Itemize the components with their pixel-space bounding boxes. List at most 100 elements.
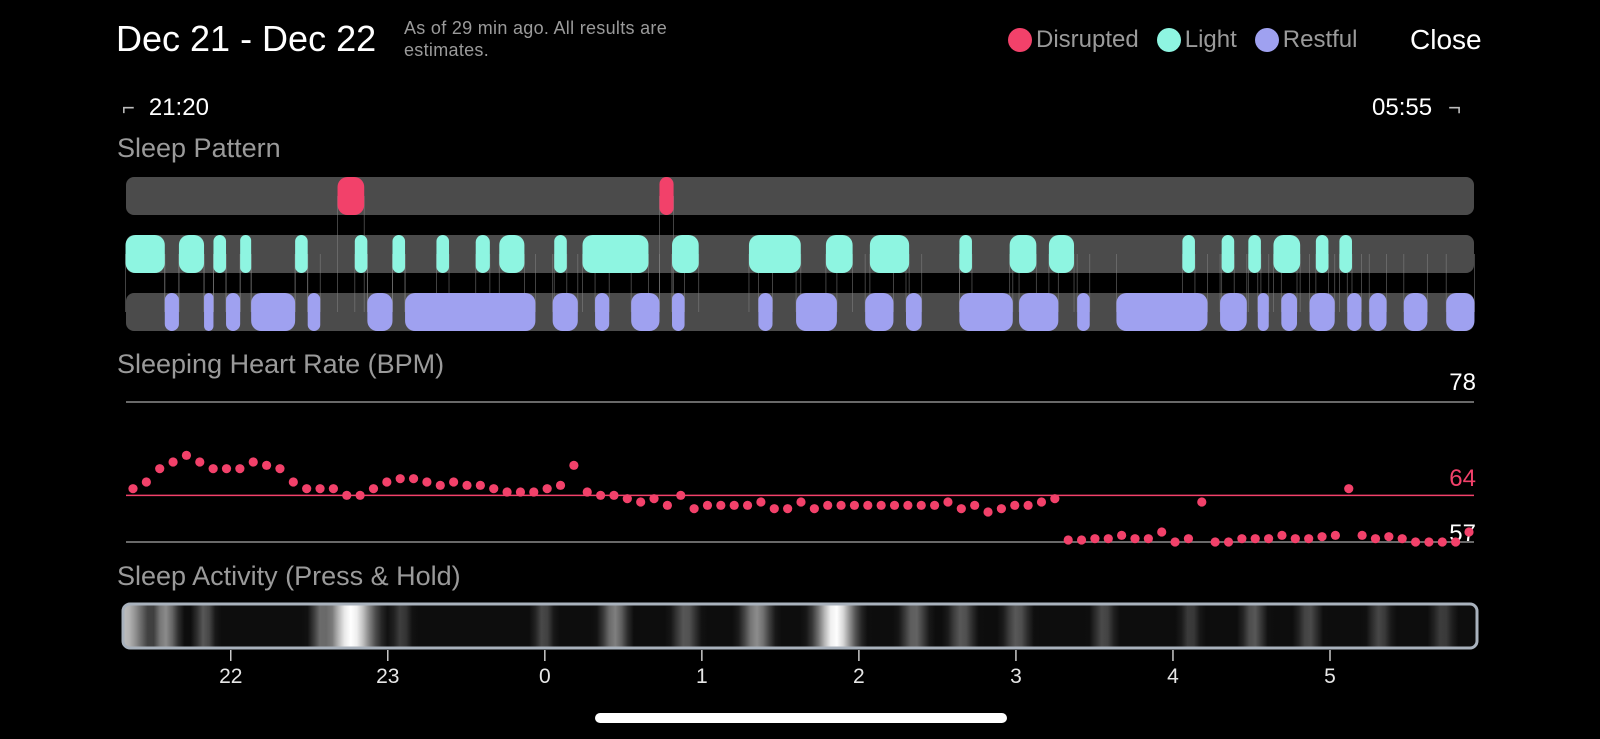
heart-rate-point <box>262 460 272 470</box>
heart-rate-point <box>876 500 886 510</box>
heart-rate-point <box>355 490 365 500</box>
heart-rate-point <box>916 500 926 510</box>
light-segment <box>1009 235 1037 273</box>
light-segment <box>1315 235 1329 273</box>
heart-rate-point <box>368 484 379 494</box>
heart-rate-point <box>1290 534 1300 544</box>
axis-tick-label: 0 <box>539 665 551 688</box>
restful-segment <box>631 293 660 331</box>
avg-value-label: 64 <box>1449 465 1476 492</box>
heart-rate-point <box>208 464 218 474</box>
heart-rate-point <box>1036 497 1047 507</box>
heart-rate-point <box>1370 534 1381 544</box>
heart-rate-point <box>609 490 619 500</box>
heart-rate-title: Sleeping Heart Rate (BPM) <box>117 349 445 379</box>
heart-rate-point <box>582 487 592 497</box>
heart-rate-point <box>1410 537 1421 547</box>
disrupted-track <box>126 177 1474 215</box>
light-segment <box>475 235 490 273</box>
time-axis: 22 23 0 1 2 3 4 5 <box>219 650 1336 688</box>
legend-restful: Restful <box>1254 26 1357 54</box>
heart-rate-point <box>1063 535 1073 545</box>
heart-rate-point <box>502 487 512 497</box>
restful-segment <box>1309 293 1335 331</box>
heart-rate-point <box>422 477 432 487</box>
close-button[interactable]: Close <box>1410 24 1482 55</box>
heart-rate-point <box>408 474 419 484</box>
heart-rate-point <box>1223 537 1234 547</box>
restful-segment <box>959 293 1013 331</box>
heart-rate-point <box>288 477 298 487</box>
heart-rate-point <box>569 460 579 470</box>
heart-rate-point <box>1464 527 1474 537</box>
heart-rate-point <box>555 480 566 490</box>
legend-label: Light <box>1184 26 1237 53</box>
axis-tick-label: 5 <box>1324 665 1336 688</box>
heart-rate-point <box>449 477 459 487</box>
heart-rate-point <box>903 500 913 510</box>
heart-rate-point <box>1157 527 1167 537</box>
heart-rate-point <box>742 500 753 510</box>
max-value-label: 78 <box>1449 369 1476 396</box>
heart-rate-point <box>662 500 673 510</box>
light-segment <box>213 235 227 273</box>
heart-rate-point <box>489 484 499 494</box>
heart-rate-point <box>930 500 940 510</box>
restful-segment <box>1220 293 1247 331</box>
axis-tick-label: 3 <box>1010 665 1022 688</box>
end-bracket-icon: ¬ <box>1448 95 1461 120</box>
activity-bar[interactable] <box>121 602 1479 650</box>
heart-rate-point <box>729 500 739 510</box>
heart-rate-point <box>1183 534 1194 544</box>
axis-tick-label: 22 <box>219 665 242 688</box>
light-segment <box>554 235 567 273</box>
restful-segment <box>1403 293 1428 331</box>
heart-rate-point <box>1090 534 1100 544</box>
heart-rate-point <box>863 500 873 510</box>
heart-rate-point <box>756 497 766 507</box>
disrupted-segment <box>337 177 365 215</box>
heart-rate-point <box>1264 534 1274 544</box>
light-segment <box>178 235 205 273</box>
heart-rate-point <box>1143 534 1153 544</box>
heart-rate-point <box>342 490 352 500</box>
restful-segment <box>1281 293 1298 331</box>
heart-rate-point <box>1117 530 1127 540</box>
light-segment <box>1339 235 1352 273</box>
light-segment <box>1182 235 1195 273</box>
date-range-title: Dec 21 - Dec 22 <box>116 18 377 59</box>
heart-rate-point <box>315 484 325 494</box>
light-segment <box>582 235 649 273</box>
heart-rate-point <box>622 494 632 504</box>
restful-segment <box>367 293 393 331</box>
light-segment <box>869 235 910 273</box>
restful-segment <box>1019 293 1059 331</box>
light-segment <box>672 235 699 273</box>
restful-segment <box>1446 293 1475 331</box>
start-bracket-icon: ⌐ <box>122 95 135 120</box>
restful-segment <box>796 293 837 331</box>
heart-rate-point <box>1210 537 1220 547</box>
restful-segment <box>1369 293 1387 331</box>
start-time-label: 21:20 <box>148 94 209 121</box>
heart-rate-point <box>1317 532 1327 542</box>
heart-rate-point <box>889 500 900 510</box>
heart-rate-point <box>849 500 860 510</box>
sleep-pattern-title: Sleep Pattern <box>117 133 281 163</box>
heart-rate-point <box>996 504 1007 514</box>
heart-rate-point <box>970 500 980 510</box>
restful-segment <box>905 293 922 331</box>
heart-rate-point <box>796 497 806 507</box>
home-indicator[interactable] <box>595 713 1007 723</box>
disrupted-segment <box>659 177 674 215</box>
heart-rate-point <box>515 487 526 497</box>
sleep-activity-chart[interactable] <box>121 602 1479 650</box>
restful-segment <box>226 293 241 331</box>
light-segment <box>295 235 308 273</box>
restful-segment <box>1077 293 1090 331</box>
heart-rate-point <box>1344 484 1354 494</box>
restful-segment <box>204 293 214 331</box>
restful-segment <box>758 293 773 331</box>
heart-rate-point <box>168 457 178 467</box>
heart-rate-point <box>529 487 539 497</box>
